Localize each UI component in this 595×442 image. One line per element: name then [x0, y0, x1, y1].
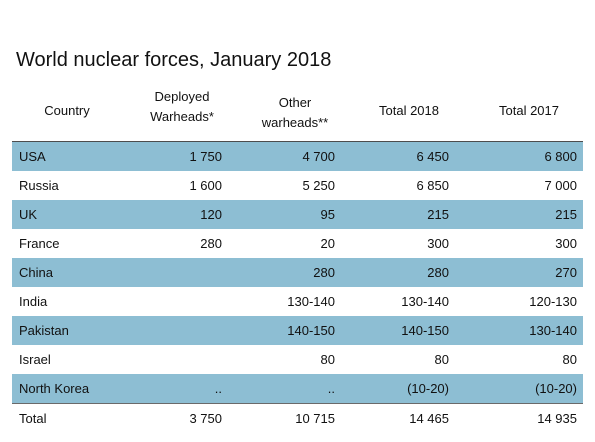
- cell-other: 5 250: [302, 178, 335, 193]
- cell-total-2017: 300: [555, 236, 577, 251]
- cell-other: 130-140: [287, 294, 335, 309]
- cell-deployed: 120: [200, 207, 222, 222]
- header-deployed-warheads: Deployed Warheads*: [127, 76, 237, 137]
- cell-total-2017: 14 935: [537, 411, 577, 426]
- header-other-warheads: Other warheads**: [240, 82, 350, 143]
- cell-country: Total: [19, 411, 47, 426]
- header-other-line2: warheads**: [261, 114, 329, 130]
- cell-total-2017: 130-140: [529, 323, 577, 338]
- nuclear-forces-table: Country Deployed Warheads* Other warhead…: [12, 80, 583, 433]
- cell-total-2018: 6 850: [416, 178, 449, 193]
- cell-total-2017: 80: [562, 352, 577, 367]
- cell-total-2018: 300: [427, 236, 449, 251]
- cell-total-2018: (10-20): [407, 381, 449, 396]
- table-header: Country Deployed Warheads* Other warhead…: [12, 80, 583, 142]
- header-total-2017: Total 2017: [474, 80, 584, 141]
- cell-total-2017: 7 000: [544, 178, 577, 193]
- table-row: Israel 80 80 80: [12, 345, 583, 374]
- cell-total-2017: 6 800: [544, 149, 577, 164]
- header-deployed-line2: Warheads*: [150, 108, 214, 124]
- cell-country: USA: [19, 149, 46, 164]
- cell-country: India: [19, 294, 48, 309]
- cell-country: North Korea: [19, 381, 90, 396]
- cell-total-2017: 120-130: [529, 294, 577, 309]
- table-row: India 130-140 130-140 120-130: [12, 287, 583, 316]
- cell-total-2018: 6 450: [416, 149, 449, 164]
- cell-deployed: 3 750: [189, 411, 222, 426]
- cell-other: 4 700: [302, 149, 335, 164]
- cell-total-2018: 130-140: [401, 294, 449, 309]
- cell-deployed: ..: [214, 381, 222, 396]
- cell-deployed: 280: [200, 236, 222, 251]
- cell-total-2018: 280: [427, 265, 449, 280]
- cell-deployed: 1 750: [189, 149, 222, 164]
- cell-country: Israel: [19, 352, 51, 367]
- cell-country: China: [19, 265, 53, 280]
- header-country: Country: [12, 80, 122, 141]
- cell-total-2017: 215: [555, 207, 577, 222]
- cell-country: Russia: [19, 178, 59, 193]
- cell-country: UK: [19, 207, 38, 222]
- cell-total-2017: 270: [555, 265, 577, 280]
- table-row: France 280 20 300 300: [12, 229, 583, 258]
- total-row: Total 3 750 10 715 14 465 14 935: [12, 403, 583, 433]
- cell-other: 10 715: [295, 411, 335, 426]
- header-total-2018-label: Total 2018: [379, 102, 439, 118]
- cell-other: ..: [327, 381, 335, 396]
- table-row: USA 1 750 4 700 6 450 6 800: [12, 142, 583, 171]
- cell-other: 95: [320, 207, 335, 222]
- table-row: Russia 1 600 5 250 6 850 7 000: [12, 171, 583, 200]
- table-row: China 280 280 270: [12, 258, 583, 287]
- header-country-label: Country: [44, 102, 90, 118]
- cell-total-2018: 80: [434, 352, 449, 367]
- cell-other: 140-150: [287, 323, 335, 338]
- cell-total-2018: 140-150: [401, 323, 449, 338]
- cell-other: 280: [313, 265, 335, 280]
- header-other-line1: Other: [278, 94, 312, 110]
- cell-country: France: [19, 236, 60, 251]
- cell-total-2018: 14 465: [409, 411, 449, 426]
- cell-total-2018: 215: [427, 207, 449, 222]
- cell-country: Pakistan: [19, 323, 69, 338]
- table-row: UK 120 95 215 215: [12, 200, 583, 229]
- header-total-2018: Total 2018: [353, 80, 465, 141]
- table-row: Pakistan 140-150 140-150 130-140: [12, 316, 583, 345]
- header-deployed-line1: Deployed: [154, 88, 210, 104]
- cell-deployed: 1 600: [189, 178, 222, 193]
- cell-other: 20: [320, 236, 335, 251]
- cell-other: 80: [320, 352, 335, 367]
- cell-total-2017: (10-20): [535, 381, 577, 396]
- header-total-2017-label: Total 2017: [499, 102, 559, 118]
- table-row: North Korea .. .. (10-20) (10-20): [12, 374, 583, 403]
- table-title: World nuclear forces, January 2018: [16, 49, 332, 71]
